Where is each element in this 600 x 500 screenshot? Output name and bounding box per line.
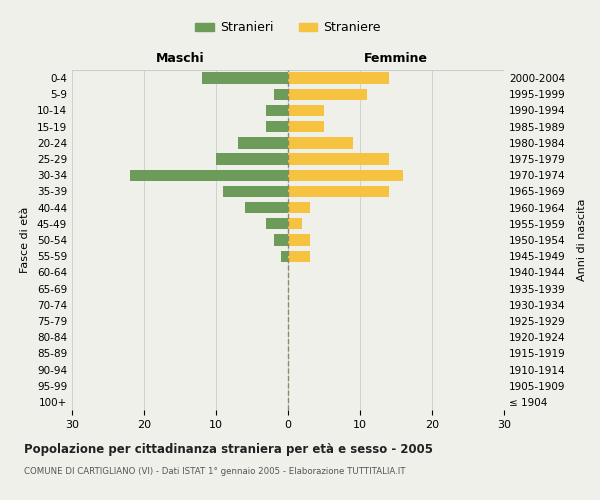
Bar [130,170,288,181]
Bar [288,105,324,116]
Bar [216,154,288,164]
Bar [288,121,324,132]
Bar [266,121,288,132]
Y-axis label: Fasce di età: Fasce di età [20,207,30,273]
Bar [288,186,389,197]
Bar [266,105,288,116]
Bar [202,72,288,84]
Text: Popolazione per cittadinanza straniera per età e sesso - 2005: Popolazione per cittadinanza straniera p… [24,442,433,456]
Bar [288,154,389,164]
Bar [288,202,310,213]
Y-axis label: Anni di nascita: Anni di nascita [577,198,587,281]
Bar [288,250,310,262]
Bar [288,88,367,100]
Bar [238,137,288,148]
Legend: Stranieri, Straniere: Stranieri, Straniere [190,16,386,40]
Bar [281,250,288,262]
Bar [288,137,353,148]
Bar [223,186,288,197]
Bar [288,170,403,181]
Text: Maschi: Maschi [155,52,205,65]
Bar [266,218,288,230]
Bar [274,234,288,246]
Bar [288,72,389,84]
Text: Femmine: Femmine [364,52,428,65]
Bar [288,218,302,230]
Bar [245,202,288,213]
Bar [288,234,310,246]
Bar [274,88,288,100]
Text: COMUNE DI CARTIGLIANO (VI) - Dati ISTAT 1° gennaio 2005 - Elaborazione TUTTITALI: COMUNE DI CARTIGLIANO (VI) - Dati ISTAT … [24,468,406,476]
